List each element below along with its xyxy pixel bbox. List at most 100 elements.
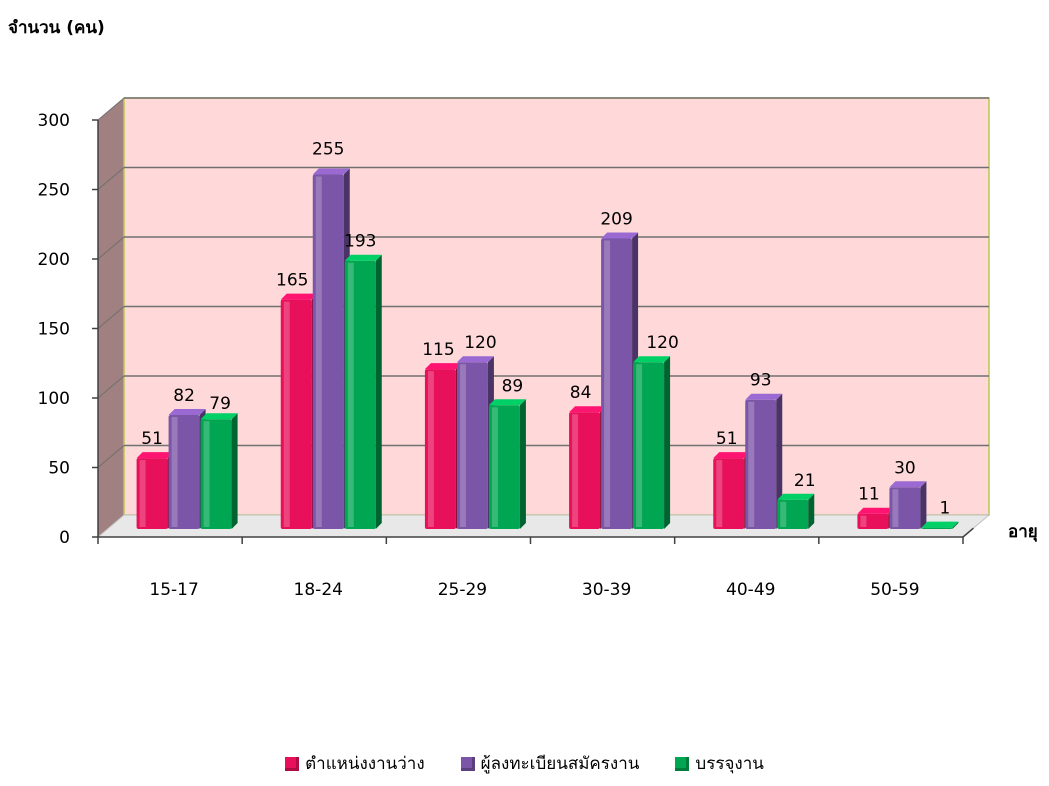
bar [456,362,488,529]
bar [745,399,777,529]
bar-highlight [748,401,755,527]
y-tick-label: 0 [59,528,70,548]
legend-swatch-applicants [460,756,475,771]
data-label: 255 [312,140,344,160]
gridline-side [97,306,125,329]
data-label: 51 [141,429,163,449]
bar-top [777,493,815,500]
x-tick-label: 15-17 [149,580,198,600]
y-tick-label: 50 [48,459,70,479]
legend-label-placed: บรรจุงาน [695,754,764,774]
bar-top [745,393,783,400]
x-tick-label: 50-59 [870,580,919,600]
data-label: 120 [646,333,678,353]
bar-highlight [459,364,466,527]
data-label: 79 [209,394,231,414]
bar-highlight [283,301,290,527]
data-label: 1 [940,499,951,519]
bar-top [168,409,206,416]
bar [857,513,889,529]
data-label: 120 [464,333,496,353]
bar [633,362,665,529]
bar [312,174,344,530]
gridline-side [97,167,125,190]
bar [713,458,745,529]
bar-highlight [604,240,611,528]
bar [889,487,921,529]
x-tick-label: 40-49 [726,580,775,600]
legend-label-vacancies: ตำแหน่งงานว่าง [305,754,425,774]
bar [136,458,168,529]
bar-side [664,356,671,529]
bar-side [808,493,815,529]
bar [280,299,312,529]
x-tick-label: 18-24 [294,580,343,600]
gridline-side [97,97,125,121]
bar-top [601,232,639,239]
bar-top [889,481,927,488]
data-label: 51 [716,429,738,449]
x-tick-label: 25-29 [438,580,487,600]
bar-highlight [892,489,899,527]
bar-highlight [860,515,867,527]
bar-highlight [427,371,434,527]
bar-top [921,521,959,528]
bar-highlight [171,417,178,527]
legend-label-applicants: ผู้ลงทะเบียนสมัครงาน [480,754,640,774]
data-label: 84 [570,383,592,403]
y-axis-title: จำนวน (คน) [8,18,105,38]
bar [344,260,376,529]
bar [777,499,809,529]
bar-highlight [491,407,498,527]
gridline-side [97,236,125,260]
data-label: 93 [750,371,772,391]
bar [601,238,633,530]
bar-top [713,452,751,459]
bar-side [776,393,783,529]
data-label: 11 [858,485,880,505]
legend-swatch-placed [675,756,690,771]
bar-side [920,481,927,529]
bar [921,527,953,529]
bar [168,415,200,529]
gridline-side [97,445,125,468]
bar-top [456,356,494,363]
legend-item-placed: บรรจุงาน [675,750,764,777]
bar-top [424,363,462,370]
data-label: 21 [794,471,816,491]
legend-item-vacancies: ตำแหน่งงานว่าง [285,750,425,777]
bar [424,369,456,529]
data-label: 115 [422,340,454,360]
bar-highlight [716,460,723,527]
y-tick-label: 100 [38,389,70,409]
legend-item-applicants: ผู้ลงทะเบียนสมัครงาน [460,750,640,777]
bar [569,412,601,529]
x-axis-end [962,527,974,538]
bar-top [344,254,382,261]
bar-top [136,452,174,459]
bar-top [569,406,607,413]
gridline-side [97,375,125,399]
data-label: 165 [276,271,308,291]
legend-swatch-vacancies [285,756,300,771]
data-label: 193 [344,232,376,252]
legend: ตำแหน่งงานว่าง ผู้ลงทะเบียนสมัครงาน บรรจ… [0,750,1049,777]
bar-top [312,168,350,175]
x-tick-label: 30-39 [582,580,631,600]
data-label: 209 [600,209,632,229]
data-label: 82 [173,386,195,406]
bar-highlight [315,176,322,528]
y-tick-label: 250 [38,181,70,201]
bar-highlight [572,414,579,527]
bar-top [633,356,671,363]
bar-side [375,254,382,530]
bar-side [231,413,238,529]
data-label: 89 [502,376,524,396]
y-tick-label: 150 [38,320,70,340]
y-tick-label: 200 [38,250,70,270]
bar [200,419,232,529]
x-axis-title: อายุ [1008,522,1038,542]
bar-top [280,293,318,300]
